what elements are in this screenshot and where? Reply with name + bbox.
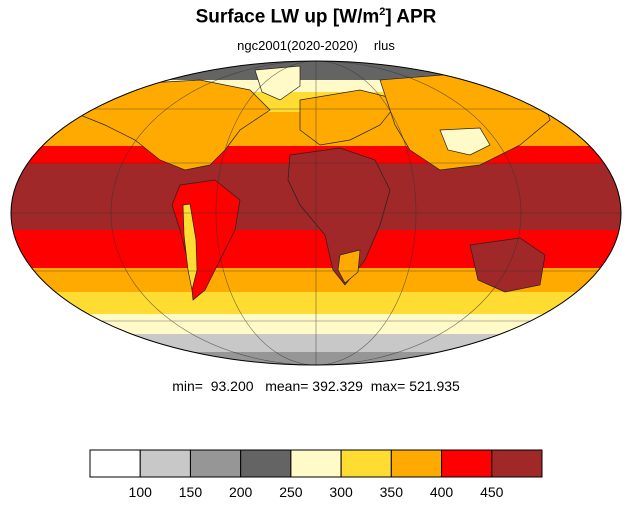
max-label: max= <box>370 378 406 394</box>
greenland-land <box>254 65 301 101</box>
colorbar-swatch <box>189 449 242 478</box>
colorbar-tick-label: 150 <box>178 484 203 500</box>
colorbar-swatch <box>290 449 342 478</box>
colorbar-swatch <box>491 449 543 478</box>
plot-title: Surface LW up [W/m2] APR <box>0 6 632 28</box>
colorbar-tick-label: 300 <box>329 484 353 500</box>
colorbar-tick-label: 400 <box>429 484 454 500</box>
graticule <box>11 61 621 365</box>
australia-land <box>469 237 546 293</box>
colorbar-swatch <box>340 449 392 478</box>
colorbar-swatch <box>240 449 292 478</box>
europe-land <box>299 89 401 146</box>
globe-outline <box>10 60 622 366</box>
colorbar-tick-label: 350 <box>379 484 403 500</box>
plot-subtitle: ngc2001(2020-2020) rlus <box>0 38 632 53</box>
map-fill-layer <box>11 61 621 365</box>
title-main: Surface LW up [W/m <box>195 6 380 28</box>
colorbar-swatch <box>89 449 141 478</box>
south-america-andes <box>182 203 198 291</box>
colorbar-tick-label: 250 <box>279 484 303 500</box>
min-value: 93.200 <box>210 378 254 394</box>
statistics-line: min= 93.200 mean= 392.329 max= 521.935 <box>0 378 632 394</box>
mean-label: mean= <box>265 378 309 394</box>
title-month: ] APR <box>385 6 437 28</box>
colorbar-tick-label: 200 <box>228 484 253 500</box>
colorbar-swatch <box>139 449 191 478</box>
subtitle-variable: rlus <box>373 38 395 53</box>
subtitle-case: ngc2001(2020-2020) <box>237 38 358 53</box>
colorbar-swatch <box>390 449 443 478</box>
southern-africa-orange <box>337 249 361 284</box>
north-america-land <box>69 79 271 171</box>
colorbar-tick-label: 100 <box>128 484 152 500</box>
tibet-plateau <box>439 127 491 156</box>
mean-value: 392.329 <box>312 378 363 394</box>
max-value: 521.935 <box>409 378 460 394</box>
title-superscript: 2 <box>379 6 386 18</box>
colorbar-swatch <box>441 449 493 478</box>
colorbar-tick-label: 450 <box>480 484 504 500</box>
min-label: min= <box>172 378 203 394</box>
